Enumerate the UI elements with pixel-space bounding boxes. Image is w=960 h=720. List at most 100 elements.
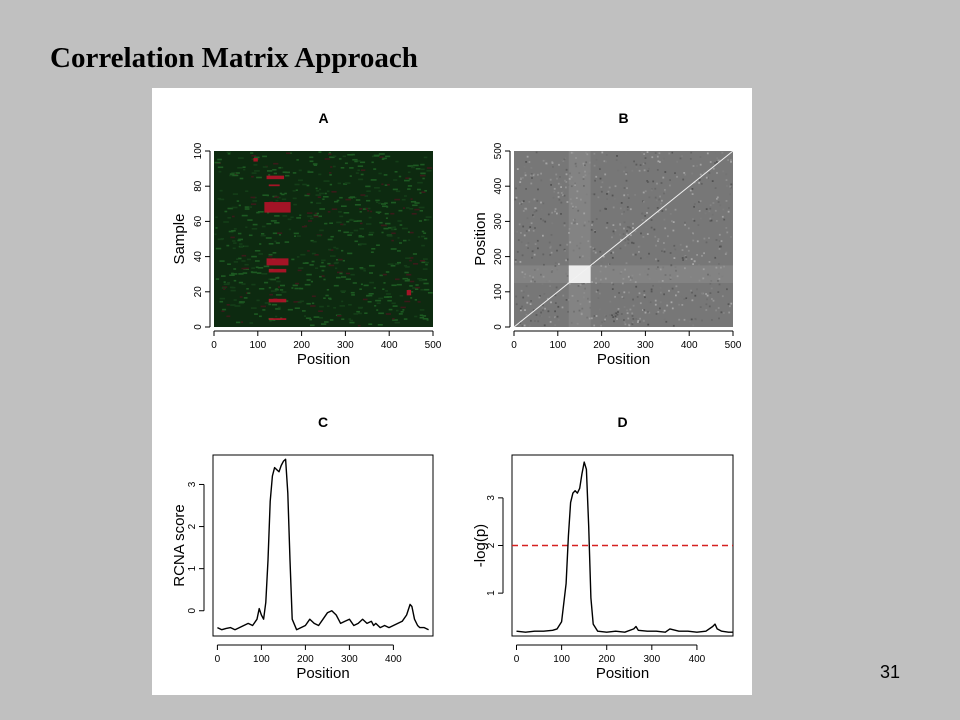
heatmap-b-noise-cell [514, 259, 517, 261]
heatmap-b-noise-cell [515, 196, 518, 199]
heatmap-a-noise-cell [324, 158, 331, 160]
heatmap-b-noise-cell [533, 198, 536, 201]
heatmap-a-noise-cell [385, 293, 391, 295]
heatmap-a-noise-cell [350, 273, 355, 276]
heatmap-b-noise-cell [644, 162, 647, 165]
heatmap-a-noise-cell [296, 235, 301, 237]
heatmap-b-noise-cell [684, 221, 686, 224]
heatmap-b-noise-cell [648, 181, 651, 183]
heatmap-a-noise-cell [384, 184, 388, 186]
heatmap-b-noise-cell [685, 256, 688, 259]
heatmap-a-noise-cell [313, 214, 319, 217]
heatmap-b-noise-cell [628, 226, 631, 229]
heatmap-a-noise-cell [376, 201, 379, 203]
heatmap-a-noise-cell [347, 234, 352, 236]
heatmap-b-noise-cell [604, 318, 606, 321]
heatmap-b-noise-cell [546, 297, 549, 300]
heatmap-b-noise-cell [709, 282, 712, 285]
heatmap-b-noise-cell [593, 219, 595, 222]
heatmap-b-noise-cell [643, 255, 646, 258]
heatmap-b-noise-cell [669, 184, 671, 187]
heatmap-b-noise-cell [563, 194, 566, 197]
heatmap-b-noise-cell [534, 320, 536, 322]
heatmap-a-noise-cell [412, 253, 417, 255]
heatmap-b-noise-cell [565, 299, 568, 301]
heatmap-b-noise-cell [516, 251, 519, 253]
heatmap-b-noise-cell [678, 318, 681, 321]
heatmap-a-noise-cell [319, 188, 322, 191]
heatmap-a-noise-cell [355, 172, 359, 174]
heatmap-a-noise-cell [399, 295, 404, 297]
heatmap-b-noise-cell [555, 286, 558, 289]
heatmap-b-noise-cell [530, 319, 532, 322]
heatmap-a-noise-cell [296, 256, 300, 258]
x-tick-label: 300 [637, 340, 654, 351]
heatmap-b-noise-cell [527, 247, 529, 249]
heatmap-a-noise-cell [321, 269, 325, 272]
heatmap-b-noise-cell [673, 244, 676, 247]
heatmap-b-noise-cell [550, 251, 553, 254]
heatmap-a-noise-cell [426, 319, 429, 321]
heatmap-b-noise-cell [702, 292, 704, 295]
heatmap-a-noise-cell [359, 243, 364, 245]
heatmap-a-noise-cell [233, 242, 237, 244]
heatmap-a-noise-cell [405, 257, 411, 259]
heatmap-b-noise-cell [578, 309, 581, 312]
heatmap-b-noise-cell [550, 301, 552, 304]
heatmap-a-noise-cell [244, 206, 249, 208]
heatmap-b-noise-cell [709, 204, 712, 207]
heatmap-a-noise-cell [292, 172, 297, 174]
heatmap-b-noise-cell [631, 315, 634, 317]
heatmap-b-noise-cell [523, 166, 526, 168]
heatmap-a-noise-cell [330, 235, 334, 238]
heatmap-b-noise-cell [566, 275, 569, 277]
heatmap-a-noise-cell [405, 177, 411, 179]
heatmap-b-noise-cell [570, 202, 573, 205]
heatmap-b-noise-cell [560, 186, 562, 188]
heatmap-b-noise-cell [630, 234, 632, 237]
heatmap-b-noise-cell [600, 261, 603, 264]
heatmap-a-noise-cell [408, 231, 414, 234]
heatmap-a-noise-cell [214, 161, 221, 164]
heatmap-a-noise-cell [313, 215, 320, 218]
heatmap-b-noise-cell [592, 247, 595, 249]
heatmap-b-noise-cell [664, 274, 667, 276]
heatmap-a-noise-cell [407, 231, 410, 233]
heatmap-b-noise-cell [539, 295, 541, 297]
heatmap-a-noise-cell [233, 279, 237, 282]
heatmap-b-noise-cell [578, 172, 581, 174]
heatmap-b-noise-cell [619, 223, 622, 226]
heatmap-b-noise-cell [528, 161, 531, 163]
heatmap-a-noise-cell [275, 308, 281, 310]
heatmap-b-noise-cell [673, 257, 676, 259]
heatmap-a-noise-cell [250, 307, 257, 309]
heatmap-a-noise-cell [360, 173, 364, 176]
heatmap-a-noise-cell [311, 252, 316, 255]
heatmap-a-noise-cell [345, 278, 351, 280]
heatmap-b-noise-cell [530, 173, 533, 175]
heatmap-a-noise-cell [319, 265, 326, 268]
heatmap-b-noise-cell [604, 315, 607, 317]
heatmap-b-noise-cell [591, 281, 593, 283]
heatmap-a-noise-cell [328, 151, 331, 154]
heatmap-b-noise-cell [655, 258, 657, 261]
heatmap-b-noise-cell [642, 236, 645, 238]
heatmap-a-noise-cell [307, 171, 314, 173]
heatmap-b-noise-cell [597, 196, 600, 199]
heatmap-b-noise-cell [518, 184, 521, 186]
heatmap-a-noise-cell [371, 161, 374, 164]
heatmap-a-noise-cell [318, 173, 322, 176]
heatmap-b-noise-cell [572, 249, 575, 252]
heatmap-a-noise-cell [366, 294, 373, 297]
heatmap-b-noise-cell [714, 152, 717, 154]
heatmap-b-noise-cell [655, 268, 658, 270]
heatmap-a-noise-cell [306, 279, 311, 281]
heatmap-b-noise-cell [579, 303, 582, 305]
heatmap-b-noise-cell [642, 309, 644, 311]
heatmap-b-noise-cell [595, 315, 598, 317]
heatmap-b-noise-cell [593, 193, 596, 196]
heatmap-b-noise-cell [625, 179, 628, 182]
heatmap-b-noise-cell [692, 239, 695, 242]
heatmap-b-noise-cell [681, 257, 684, 259]
heatmap-b-noise-cell [554, 262, 557, 264]
